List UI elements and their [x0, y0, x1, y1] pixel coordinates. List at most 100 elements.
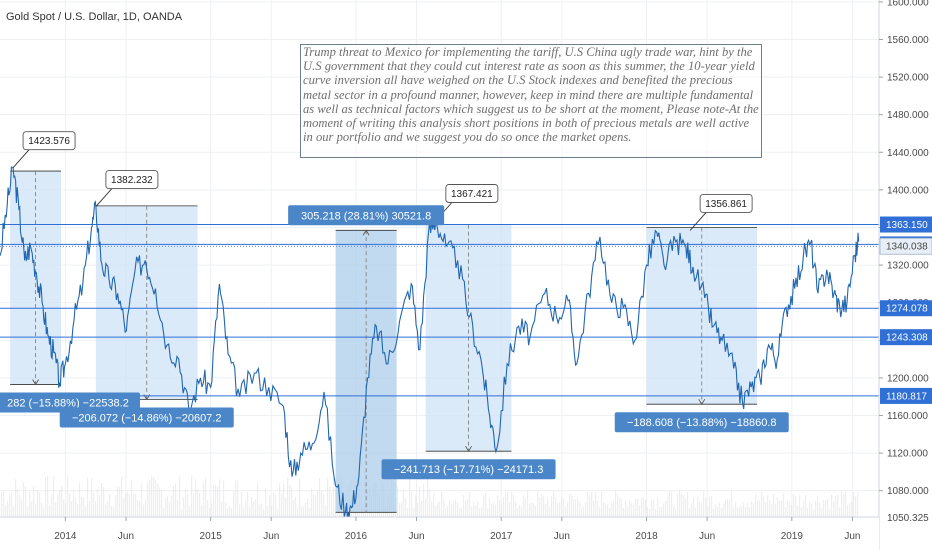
time-tick-label: Jun: [408, 531, 424, 542]
volume-bar: [467, 498, 469, 517]
volume-bar: [437, 502, 439, 517]
volume-bar: [93, 492, 95, 517]
volume-bar: [153, 477, 155, 517]
volume-bar: [255, 498, 257, 517]
volume-bar: [273, 492, 275, 517]
price-series-line: [0, 166, 860, 522]
current-price-text: 1340.038: [886, 242, 928, 253]
volume-bar: [797, 505, 799, 517]
volume-bar: [631, 503, 633, 517]
volume-bar: [753, 503, 755, 517]
volume-bar: [571, 495, 573, 517]
volume-bar: [171, 495, 173, 517]
volume-bar: [489, 498, 491, 517]
volume-bar: [847, 504, 849, 517]
volume-bar: [295, 496, 297, 517]
volume-bar: [477, 501, 479, 517]
volume-bar: [595, 492, 597, 517]
volume-bar: [677, 493, 679, 517]
volume-bar: [301, 506, 303, 517]
volume-bar: [429, 488, 431, 517]
volume-bar: [251, 496, 253, 517]
volume-bar: [397, 485, 399, 517]
volume-bar: [455, 499, 457, 517]
volume-bar: [723, 504, 725, 517]
volume-bar: [195, 479, 197, 517]
volume-bar: [577, 497, 579, 517]
time-tick-label: Jun: [554, 531, 570, 542]
volume-bar: [209, 508, 211, 517]
volume-bar: [237, 480, 239, 517]
volume-bar: [785, 506, 787, 517]
measure-range-arrowhead: [465, 445, 472, 453]
volume-bar: [525, 497, 527, 517]
volume-bar: [609, 508, 611, 517]
volume-bar: [693, 497, 695, 517]
volume-bar: [309, 507, 311, 517]
analysis-note[interactable]: Trump threat to Mexico for implementing …: [300, 44, 762, 158]
price-axis[interactable]: 1080.0001120.0001160.0001200.0001240.000…: [878, 0, 932, 550]
callout-pointer: [12, 149, 30, 169]
callout-label: 1367.421: [451, 189, 493, 200]
volume-bar: [245, 499, 247, 517]
volume-bar: [417, 502, 419, 517]
volume-bar: [507, 491, 509, 517]
volume-bar: [589, 494, 591, 517]
level-price-text: 1243.308: [886, 333, 928, 344]
volume-bar: [795, 496, 797, 517]
volume-bar: [451, 504, 453, 517]
volume-bar: [287, 477, 289, 517]
volume-bar: [459, 508, 461, 517]
volume-bar: [161, 490, 163, 517]
callout-pointer: [95, 188, 113, 207]
volume-bar: [529, 503, 531, 517]
volume-bar: [97, 488, 99, 517]
range-label-box: [614, 412, 789, 433]
volume-bar: [449, 499, 451, 517]
volume-bar: [543, 495, 545, 517]
volume-bar: [831, 494, 833, 517]
volume-bar: [103, 486, 105, 517]
volume-bar: [453, 501, 455, 517]
volume-bar: [223, 480, 225, 517]
volume-bar: [553, 491, 555, 517]
volume-bar: [709, 496, 711, 517]
volume-bar: [703, 491, 705, 517]
volume-bar: [537, 491, 539, 517]
volume-bar: [691, 503, 693, 517]
volume-bar: [569, 493, 571, 517]
volume-bar: [633, 504, 635, 517]
volume-bar: [807, 507, 809, 517]
time-axis[interactable]: 2014 Jun 2015 Jun 2016 Jun 2017 Jun 2018 Jun 2019 J…: [0, 516, 879, 550]
volume-bar: [607, 504, 609, 517]
volume-bar: [159, 487, 161, 517]
volume-bar: [487, 508, 489, 517]
volume-bar: [109, 493, 111, 517]
volume-bar: [673, 505, 675, 517]
volume-bar: [75, 497, 77, 517]
volume-bar: [135, 494, 137, 517]
volume-bar: [745, 506, 747, 517]
volume-bar: [615, 490, 617, 517]
price-tick-label: 1520.000: [887, 73, 929, 84]
volume-bar: [793, 494, 795, 517]
range-label-text: −241.713 (−17.71%) −24171.3: [394, 464, 544, 476]
volume-bar: [399, 503, 401, 517]
volume-bar: [531, 502, 533, 517]
volume-bar: [207, 500, 209, 517]
volume-bar: [191, 475, 193, 517]
volume-bar: [637, 498, 639, 517]
volume-bar: [809, 501, 811, 517]
volume-bar: [559, 502, 561, 517]
volume-bar: [249, 506, 251, 517]
range-label-text: 305.218 (28.81%) 30521.8: [301, 210, 431, 222]
volume-bar: [63, 499, 65, 517]
measure-range-arrowhead: [32, 379, 39, 386]
volume-bar: [485, 493, 487, 517]
volume-bar: [855, 496, 857, 517]
volume-bar: [333, 478, 335, 517]
volume-bar: [837, 494, 839, 517]
volume-bar: [205, 478, 207, 517]
volume-bar: [483, 495, 485, 517]
